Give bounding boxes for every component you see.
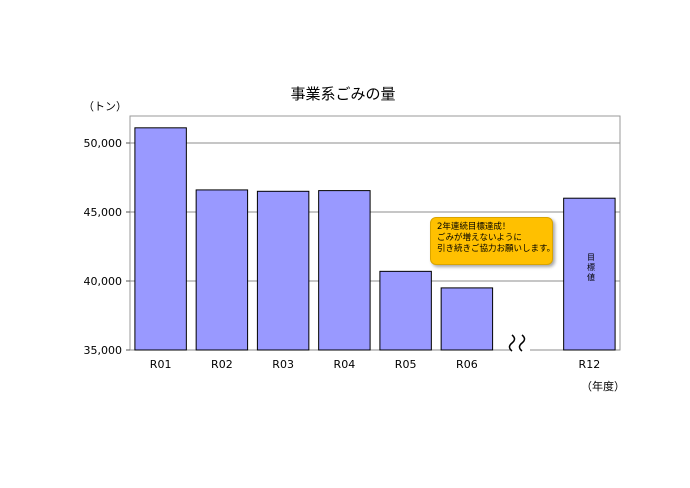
y-axis-unit-label: （トン） — [83, 100, 127, 113]
x-axis-unit-label: （年度） — [581, 379, 625, 393]
y-tick-label: 35,000 — [84, 344, 123, 357]
y-tick-label: 40,000 — [84, 275, 123, 288]
x-tick-label: R04 — [334, 358, 356, 371]
x-tick-label: R01 — [150, 358, 172, 371]
callout-line: ごみが増えないように — [437, 233, 522, 243]
x-tick-label: R05 — [395, 358, 417, 371]
target-value-char: 標 — [587, 263, 595, 272]
bar-r06 — [440, 287, 494, 351]
bar-r01 — [134, 127, 187, 351]
x-tick-label: R03 — [272, 358, 294, 371]
bar-r04 — [318, 190, 371, 351]
axis-break-icon — [508, 331, 530, 361]
target-value-label: 目 標 値 — [566, 253, 616, 283]
chart-title: 事業系ごみの量 — [290, 85, 395, 103]
y-tick-label: 45,000 — [84, 206, 123, 219]
callout-box: 2年連続目標達成！ ごみが増えないように 引き続きご協力お願いします。 — [430, 217, 556, 265]
bar-r02 — [195, 189, 249, 351]
callout-line: 引き続きご協力お願いします。 — [437, 244, 556, 254]
target-value-char: 目 — [587, 253, 595, 262]
bar-r05 — [379, 270, 432, 351]
y-tick-label: 50,000 — [84, 137, 123, 150]
x-tick-label: R12 — [579, 358, 601, 371]
target-value-char: 値 — [587, 273, 595, 282]
bar-r12 — [563, 197, 616, 351]
bar-r03 — [256, 190, 310, 351]
callout-line: 2年連続目標達成！ — [437, 222, 511, 232]
x-tick-label: R02 — [211, 358, 233, 371]
x-tick-label: R06 — [456, 358, 478, 371]
